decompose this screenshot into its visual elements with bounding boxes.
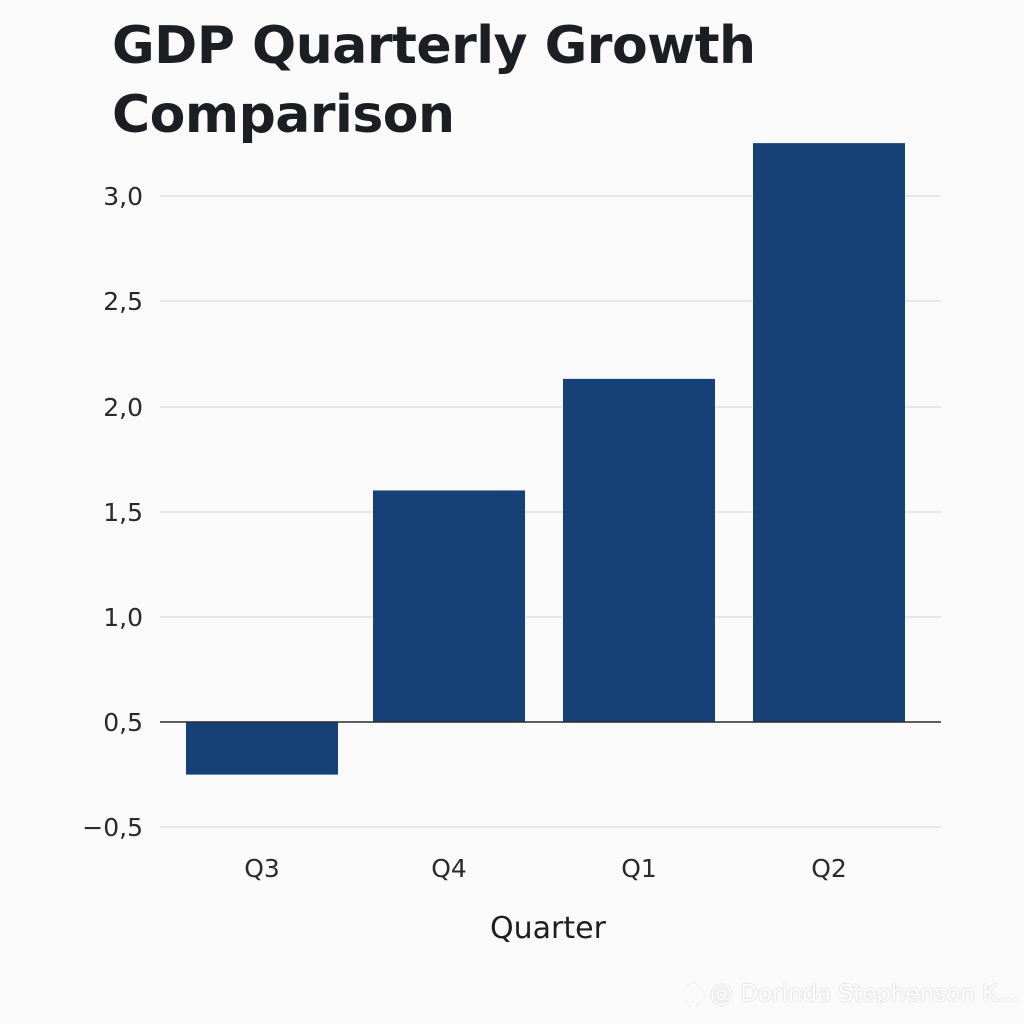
bar-q3 <box>186 722 338 775</box>
y-tick-label: 1,0 <box>103 603 143 632</box>
y-tick-label: −0,5 <box>82 813 143 842</box>
y-tick-label: 2,0 <box>103 393 143 422</box>
bars <box>186 143 905 775</box>
x-tick-label: Q1 <box>621 854 657 883</box>
x-tick-label: Q4 <box>431 854 467 883</box>
x-tick-label: Q2 <box>811 854 847 883</box>
y-tick-label: 2,5 <box>103 287 143 316</box>
bar-q4 <box>373 490 525 722</box>
bar-q1 <box>563 378 715 722</box>
y-tick-label: 0,5 <box>103 708 143 737</box>
bar-q2 <box>753 143 905 722</box>
x-tick-label: Q3 <box>244 854 280 883</box>
y-tick-labels: 3,0 2,5 2,0 1,5 1,0 0,5 −0,5 <box>82 182 143 842</box>
y-tick-label: 1,5 <box>103 498 143 527</box>
x-tick-labels: Q3 Q4 Q1 Q2 <box>244 854 847 883</box>
watermark-text: @ Dorinda Stephenson K... <box>710 981 1020 1007</box>
diamond-logo-icon <box>684 981 706 1007</box>
chart-title: GDP Quarterly Growth Comparison <box>112 16 756 145</box>
watermark: @ Dorinda Stephenson K... <box>684 981 1020 1007</box>
y-tick-label: 3,0 <box>103 182 143 211</box>
x-axis-label: Quarter <box>490 911 607 946</box>
